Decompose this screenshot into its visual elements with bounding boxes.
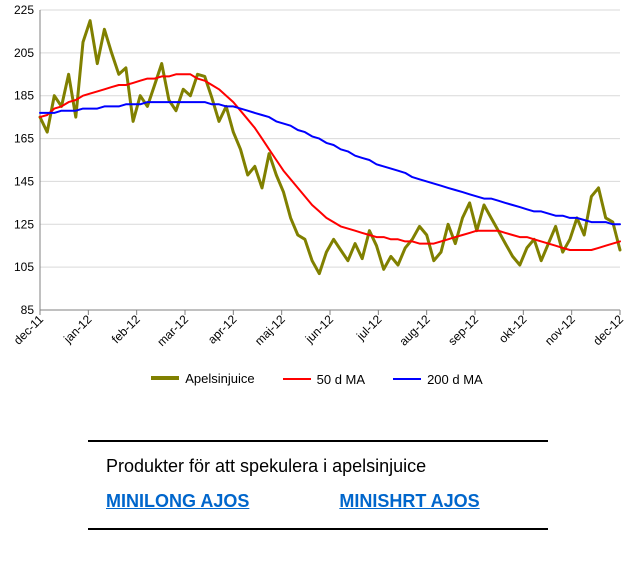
x-axis-label: maj-12 <box>252 312 288 348</box>
products-title: Produkter för att spekulera i apelsinjui… <box>106 456 548 477</box>
chart-svg: 85105125145165185205225dec-11jan-12feb-1… <box>0 0 634 400</box>
product-link-long[interactable]: MINILONG AJOS <box>106 491 249 512</box>
y-axis-label: 185 <box>14 89 34 103</box>
legend-swatch <box>283 378 311 380</box>
x-axis-label: apr-12 <box>205 312 240 347</box>
y-axis-label: 225 <box>14 3 34 17</box>
y-axis-label: 205 <box>14 46 34 60</box>
x-axis-label: aug-12 <box>396 312 433 349</box>
x-axis-label: dec-11 <box>11 312 46 347</box>
x-axis-label: jan-12 <box>60 312 94 346</box>
legend-label: 200 d MA <box>427 372 483 387</box>
legend-swatch <box>151 376 179 380</box>
legend-item: 200 d MA <box>393 372 483 387</box>
x-axis-label: feb-12 <box>109 312 143 346</box>
legend: Apelsinjuice 50 d MA 200 d MA <box>0 368 634 387</box>
legend-swatch <box>393 378 421 380</box>
chart: 85105125145165185205225dec-11jan-12feb-1… <box>0 0 634 400</box>
legend-item: 50 d MA <box>283 372 365 387</box>
x-axis-label: dec-12 <box>590 312 626 348</box>
y-axis-label: 165 <box>14 132 34 146</box>
products-links: MINILONG AJOS MINISHRT AJOS <box>106 491 548 512</box>
products-box: Produkter för att spekulera i apelsinjui… <box>88 440 548 530</box>
y-axis-label: 145 <box>14 174 34 188</box>
product-link-short[interactable]: MINISHRT AJOS <box>339 491 479 512</box>
x-axis-label: mar-12 <box>154 312 191 349</box>
y-axis-label: 125 <box>14 217 34 231</box>
legend-label: 50 d MA <box>317 372 365 387</box>
y-axis-label: 105 <box>14 260 34 274</box>
x-axis-label: okt-12 <box>496 312 530 346</box>
x-axis-label: jul-12 <box>353 312 385 344</box>
legend-item: Apelsinjuice <box>151 371 254 386</box>
x-axis-label: nov-12 <box>542 312 578 348</box>
legend-label: Apelsinjuice <box>185 371 254 386</box>
container: 85105125145165185205225dec-11jan-12feb-1… <box>0 0 634 581</box>
x-axis-label: jun-12 <box>302 312 336 346</box>
x-axis-label: sep-12 <box>445 312 481 348</box>
